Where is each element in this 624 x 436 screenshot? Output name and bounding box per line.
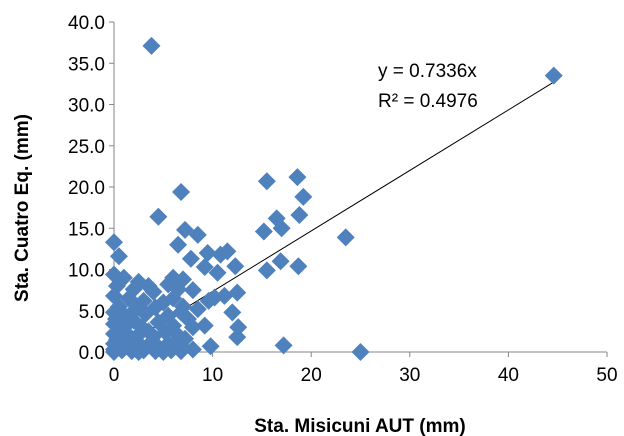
data-point xyxy=(164,289,183,308)
plot-frame xyxy=(113,22,607,353)
data-point xyxy=(336,228,355,247)
data-point xyxy=(183,318,202,337)
data-point xyxy=(201,337,220,356)
data-point xyxy=(223,303,242,322)
data-point xyxy=(228,283,247,302)
x-tick-label: 10 xyxy=(202,365,223,386)
data-point xyxy=(169,235,188,254)
data-point xyxy=(208,263,227,282)
data-point xyxy=(188,225,207,244)
data-point xyxy=(198,244,217,262)
data-point xyxy=(272,219,291,238)
y-tick-label: 35.0 xyxy=(68,54,105,75)
data-point xyxy=(289,257,308,276)
x-tick-label: 30 xyxy=(399,365,420,386)
y-tick-label: 30.0 xyxy=(68,96,105,117)
y-tick-label: 15.0 xyxy=(68,219,105,240)
data-point xyxy=(195,258,214,277)
data-point xyxy=(290,206,309,225)
data-point xyxy=(183,281,202,300)
data-point xyxy=(254,222,273,241)
data-point xyxy=(544,66,563,85)
data-point xyxy=(105,343,123,361)
data-point xyxy=(172,182,191,201)
data-point xyxy=(154,343,173,361)
data-point xyxy=(294,187,313,206)
data-point xyxy=(274,336,293,355)
data-point xyxy=(351,343,370,361)
data-point xyxy=(149,207,168,226)
data-point xyxy=(228,328,247,347)
data-point xyxy=(188,300,207,319)
r-squared-annotation: R² = 0.4976 xyxy=(378,91,478,112)
data-point xyxy=(109,247,128,266)
data-point xyxy=(142,36,161,55)
data-point xyxy=(257,261,276,280)
y-tick-label: 10.0 xyxy=(68,261,105,282)
data-point xyxy=(172,342,191,361)
x-tick-label: 40 xyxy=(498,365,519,386)
data-point xyxy=(105,233,123,252)
points-layer xyxy=(105,36,563,361)
x-tick-label: 50 xyxy=(596,365,617,386)
x-tick-label: 20 xyxy=(301,365,322,386)
y-axis-title: Sta. Cuatro Eq. (mm) xyxy=(12,114,33,302)
data-point xyxy=(218,242,237,261)
y-tick-label: 40.0 xyxy=(68,13,105,34)
y-tick-label: 20.0 xyxy=(68,178,105,199)
data-point xyxy=(288,168,307,187)
y-tick-label: 25.0 xyxy=(68,137,105,158)
data-point xyxy=(181,249,200,268)
x-axis: 0 10 20 30 40 50 xyxy=(109,352,618,386)
y-tick-label: 5.0 xyxy=(79,302,105,323)
data-point xyxy=(144,282,163,301)
equation-annotation: y = 0.7336x xyxy=(378,61,477,82)
data-point xyxy=(136,305,155,324)
data-point xyxy=(257,172,276,191)
data-point xyxy=(226,257,245,276)
data-point xyxy=(199,291,218,310)
data-point xyxy=(195,316,214,335)
data-point xyxy=(129,343,148,361)
y-axis: 0.0 5.0 10.0 15.0 20.0 25.0 30.0 35.0 40.0 xyxy=(68,13,114,364)
data-point xyxy=(271,252,290,271)
x-axis-title: Sta. Misicuni AUT (mm) xyxy=(254,416,465,436)
x-tick-label: 0 xyxy=(109,365,120,386)
y-tick-label: 0.0 xyxy=(79,343,105,364)
data-point xyxy=(183,340,202,359)
